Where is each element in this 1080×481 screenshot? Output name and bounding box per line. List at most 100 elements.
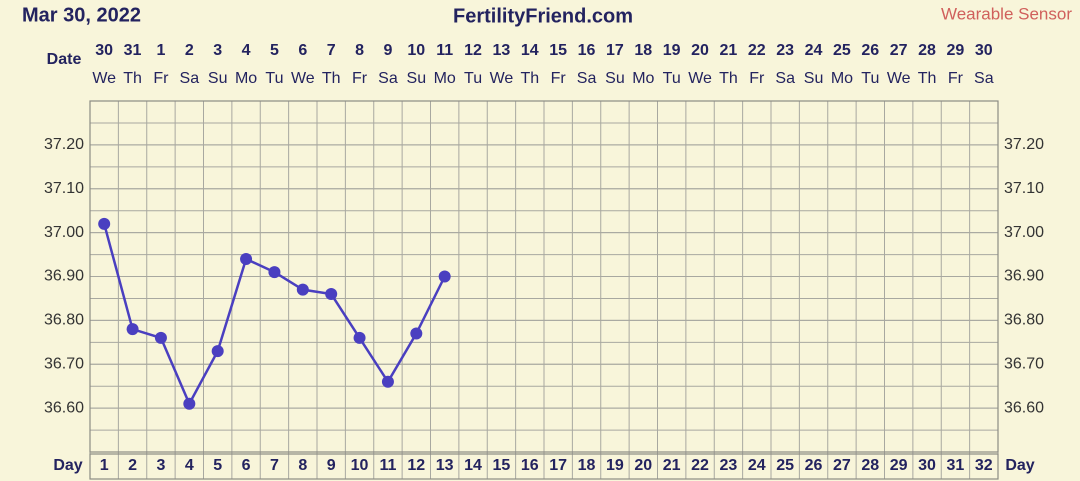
date-label: 20 — [691, 42, 709, 59]
weekday-label: Th — [918, 70, 937, 87]
weekday-label: Th — [123, 70, 142, 87]
day-label: Day — [53, 457, 82, 474]
date-label: 14 — [521, 42, 539, 59]
date-label: 22 — [748, 42, 766, 59]
date-label: 18 — [634, 42, 652, 59]
date-label: 24 — [805, 42, 823, 59]
y-tick-label: 36.70 — [44, 355, 84, 372]
date-label: 10 — [407, 42, 425, 59]
date-label: 28 — [918, 42, 936, 59]
data-point — [154, 331, 167, 344]
x-tick-label: 26 — [805, 457, 823, 474]
weekday-label: Th — [520, 70, 539, 87]
date-label: 30 — [975, 42, 993, 59]
date-label: 13 — [493, 42, 511, 59]
date-label: 9 — [383, 42, 392, 59]
date-label: 1 — [156, 42, 165, 59]
y-tick-label: 36.90 — [1004, 268, 1044, 285]
date-label: 25 — [833, 42, 851, 59]
x-tick-label: 1 — [100, 457, 109, 474]
weekday-label: Sa — [974, 70, 994, 87]
y-tick-label: 37.00 — [44, 224, 84, 241]
weekday-label: Sa — [775, 70, 795, 87]
y-tick-label: 37.10 — [1004, 180, 1044, 197]
data-point — [325, 288, 338, 301]
weekday-label: We — [291, 70, 315, 87]
x-tick-label: 4 — [185, 457, 194, 474]
x-tick-label: 7 — [270, 457, 279, 474]
weekday-label: Fr — [352, 70, 368, 87]
series-line — [102, 223, 446, 407]
x-tick-label: 17 — [549, 457, 567, 474]
x-tick-label: 15 — [493, 457, 511, 474]
date-label: 19 — [663, 42, 681, 59]
x-tick-label: 3 — [156, 457, 165, 474]
date-label: 2 — [185, 42, 194, 59]
chart-title: FertilityFriend.com — [453, 5, 633, 27]
date-label: 12 — [464, 42, 482, 59]
y-tick-label: 36.80 — [1004, 312, 1044, 329]
x-tick-label: 18 — [578, 457, 596, 474]
weekday-label: Su — [804, 70, 824, 87]
weekday-label: We — [490, 70, 514, 87]
weekday-label: Mo — [434, 70, 456, 87]
data-point — [381, 375, 394, 388]
weekday-label: Fr — [551, 70, 567, 87]
y-tick-label: 37.20 — [1004, 136, 1044, 153]
data-point — [353, 331, 366, 344]
x-tick-label: 11 — [379, 457, 396, 474]
chart-date: Mar 30, 2022 — [22, 4, 141, 26]
y-tick-label: 36.60 — [44, 399, 84, 416]
x-tick-label: 14 — [464, 457, 482, 474]
weekday-label: We — [688, 70, 712, 87]
x-tick-label: 12 — [407, 457, 425, 474]
weekday-label: Mo — [235, 70, 257, 87]
date-label: 23 — [776, 42, 794, 59]
weekday-label: Fr — [749, 70, 765, 87]
data-point — [240, 252, 253, 265]
weekday-label: Tu — [861, 70, 879, 87]
x-tick-label: 9 — [327, 457, 336, 474]
data-point — [296, 283, 309, 296]
x-tick-label: 28 — [861, 457, 879, 474]
y-tick-label: 37.00 — [1004, 224, 1044, 241]
date-label: 15 — [549, 42, 567, 59]
date-label: 17 — [606, 42, 624, 59]
date-label: 11 — [436, 42, 453, 59]
data-point — [438, 270, 451, 283]
data-point — [126, 323, 139, 336]
x-tick-label: 23 — [720, 457, 738, 474]
weekday-label: Fr — [153, 70, 169, 87]
date-label: 3 — [213, 42, 222, 59]
weekday-label: Tu — [464, 70, 482, 87]
x-tick-label: 25 — [776, 457, 794, 474]
x-tick-label: 8 — [298, 457, 307, 474]
weekday-label: Sa — [577, 70, 597, 87]
weekday-label: We — [92, 70, 116, 87]
x-tick-label: 5 — [213, 457, 222, 474]
x-tick-label: 22 — [691, 457, 709, 474]
date-label: 7 — [327, 42, 336, 59]
data-point — [410, 327, 423, 340]
x-tick-label: 21 — [663, 457, 681, 474]
weekday-label: Tu — [663, 70, 681, 87]
x-tick-label: 24 — [748, 457, 766, 474]
date-label: 6 — [298, 42, 307, 59]
x-tick-label: 13 — [436, 457, 454, 474]
x-tick-label: 16 — [521, 457, 539, 474]
x-tick-label: 32 — [975, 457, 993, 474]
date-label: 30 — [95, 42, 113, 59]
y-tick-label: 37.20 — [44, 136, 84, 153]
y-tick-label: 36.80 — [44, 312, 84, 329]
x-tick-label: 19 — [606, 457, 624, 474]
date-label: Date — [47, 51, 82, 68]
weekday-label: Mo — [632, 70, 654, 87]
date-label: 8 — [355, 42, 364, 59]
data-point — [98, 217, 111, 230]
x-tick-label: 2 — [128, 457, 137, 474]
data-point — [211, 345, 224, 358]
data-point — [183, 397, 196, 410]
weekday-label: Fr — [948, 70, 964, 87]
weekday-label: We — [887, 70, 911, 87]
weekday-label: Sa — [378, 70, 398, 87]
